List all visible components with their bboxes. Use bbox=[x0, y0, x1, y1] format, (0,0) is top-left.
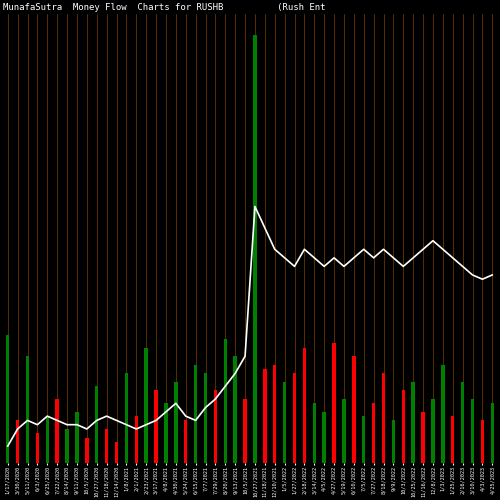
Bar bbox=[16, 420, 20, 463]
Bar bbox=[26, 356, 29, 463]
Bar bbox=[134, 416, 138, 463]
Bar bbox=[253, 36, 256, 463]
Bar bbox=[480, 420, 484, 463]
Bar bbox=[312, 404, 316, 463]
Bar bbox=[105, 429, 108, 463]
Bar bbox=[431, 399, 434, 463]
Bar bbox=[490, 404, 494, 463]
Bar bbox=[273, 365, 276, 463]
Bar bbox=[214, 390, 217, 463]
Bar bbox=[164, 404, 168, 463]
Bar bbox=[412, 382, 415, 463]
Bar bbox=[352, 356, 356, 463]
Bar bbox=[471, 399, 474, 463]
Bar bbox=[95, 386, 98, 463]
Bar bbox=[451, 416, 454, 463]
Bar bbox=[124, 374, 128, 463]
Bar bbox=[332, 344, 336, 463]
Bar bbox=[46, 416, 49, 463]
Bar bbox=[263, 369, 266, 463]
Bar bbox=[293, 374, 296, 463]
Bar bbox=[204, 374, 207, 463]
Bar bbox=[362, 416, 366, 463]
Bar bbox=[244, 399, 247, 463]
Bar bbox=[422, 412, 425, 463]
Bar bbox=[115, 442, 118, 463]
Bar bbox=[392, 420, 395, 463]
Bar bbox=[6, 335, 10, 463]
Bar bbox=[224, 339, 227, 463]
Bar bbox=[283, 382, 286, 463]
Bar bbox=[372, 404, 376, 463]
Bar bbox=[184, 420, 188, 463]
Bar bbox=[85, 438, 88, 463]
Bar bbox=[382, 374, 385, 463]
Bar bbox=[342, 399, 345, 463]
Bar bbox=[36, 433, 39, 463]
Bar bbox=[322, 412, 326, 463]
Bar bbox=[66, 429, 69, 463]
Bar bbox=[234, 356, 237, 463]
Bar bbox=[75, 412, 78, 463]
Bar bbox=[461, 382, 464, 463]
Bar bbox=[194, 365, 198, 463]
Bar bbox=[144, 348, 148, 463]
Bar bbox=[174, 382, 178, 463]
Bar bbox=[402, 390, 405, 463]
Text: MunafaSutra  Money Flow  Charts for RUSHB          (Rush Ent: MunafaSutra Money Flow Charts for RUSHB … bbox=[3, 3, 326, 12]
Bar bbox=[56, 399, 59, 463]
Bar bbox=[441, 365, 444, 463]
Bar bbox=[302, 348, 306, 463]
Bar bbox=[154, 390, 158, 463]
